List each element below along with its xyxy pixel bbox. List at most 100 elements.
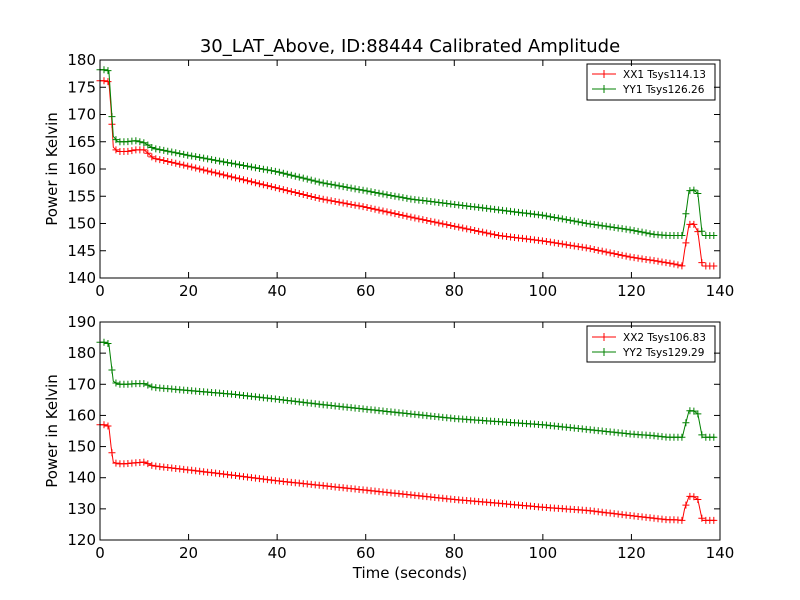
- bottom-marker-xx2: [267, 476, 275, 484]
- top-marker-xx1: [188, 163, 196, 171]
- top-marker-xx1: [622, 252, 630, 260]
- top-marker-xx1: [279, 186, 287, 194]
- bottom-x-tick-label: 140: [706, 544, 735, 562]
- top-marker-yy1: [638, 228, 646, 236]
- top-marker-xx1: [291, 189, 299, 197]
- top-x-tick-label: 120: [617, 282, 646, 300]
- top-marker-xx1: [307, 192, 315, 200]
- top-marker-xx1: [590, 246, 598, 254]
- bottom-marker-xx2: [148, 461, 156, 469]
- top-y-tick-label: 160: [67, 160, 96, 178]
- top-marker-xx1: [275, 185, 283, 193]
- top-marker-xx1: [562, 241, 570, 249]
- top-marker-xx1: [251, 179, 259, 187]
- top-legend-box: [586, 63, 716, 101]
- top-marker-xx1: [204, 167, 212, 175]
- top-marker-yy1: [152, 145, 160, 153]
- top-marker-xx1: [451, 222, 459, 230]
- top-marker-yy1: [259, 165, 267, 173]
- top-x-tick-label: 80: [445, 282, 464, 300]
- top-x-tick-label: 140: [706, 282, 735, 300]
- top-marker-xx1: [487, 230, 495, 238]
- top-marker-yy1: [558, 215, 566, 223]
- top-y-tick-label: 170: [67, 106, 96, 124]
- top-marker-yy1: [355, 186, 363, 194]
- top-marker-xx1: [399, 211, 407, 219]
- top-marker-xx1: [247, 178, 255, 186]
- bottom-marker-xx2: [682, 501, 690, 509]
- top-marker-xx1: [435, 219, 443, 227]
- top-x-tick-label: 0: [95, 282, 105, 300]
- top-marker-xx1: [666, 259, 674, 267]
- top-marker-yy1: [626, 226, 634, 234]
- top-marker-xx1: [323, 196, 331, 204]
- top-marker-xx1: [355, 202, 363, 210]
- top-marker-xx1: [411, 214, 419, 222]
- top-marker-yy1: [399, 194, 407, 202]
- top-marker-yy1: [343, 183, 351, 191]
- top-marker-yy1: [200, 154, 208, 162]
- top-marker-xx1: [471, 226, 479, 234]
- top-marker-xx1: [630, 254, 638, 262]
- top-marker-yy1: [359, 186, 367, 194]
- top-marker-yy1: [630, 227, 638, 235]
- bottom-marker-xx2: [247, 474, 255, 482]
- bottom-marker-yy2: [710, 433, 718, 441]
- top-marker-yy1: [180, 150, 188, 158]
- top-marker-xx1: [538, 237, 546, 245]
- top-marker-yy1: [176, 150, 184, 158]
- top-legend-entry-yy1: YY1 Tsys126.26: [592, 84, 705, 96]
- top-marker-yy1: [279, 169, 287, 177]
- top-y-tick-label: 155: [67, 187, 96, 205]
- top-marker-xx1: [347, 200, 355, 208]
- top-marker-xx1: [319, 195, 327, 203]
- top-marker-xx1: [658, 258, 666, 266]
- top-y-axis-label: Power in Kelvin: [43, 112, 61, 226]
- top-marker-yy1: [606, 223, 614, 231]
- bottom-y-tick-label: 180: [67, 344, 96, 362]
- top-marker-yy1: [391, 192, 399, 200]
- top-marker-yy1: [387, 191, 395, 199]
- top-marker-xx1: [610, 250, 618, 258]
- top-marker-yy1: [327, 180, 335, 188]
- top-marker-xx1: [267, 183, 275, 191]
- top-x-tick-label: 60: [356, 282, 375, 300]
- top-marker-xx1: [148, 153, 156, 161]
- top-marker-yy1: [634, 227, 642, 235]
- top-marker-yy1: [614, 224, 622, 232]
- top-marker-yy1: [646, 230, 654, 238]
- top-marker-yy1: [550, 213, 558, 221]
- top-marker-yy1: [271, 167, 279, 175]
- top-marker-yy1: [403, 194, 411, 202]
- top-marker-xx1: [243, 177, 251, 185]
- top-marker-xx1: [463, 225, 471, 233]
- top-marker-xx1: [614, 251, 622, 259]
- top-marker-xx1: [156, 156, 164, 164]
- top-marker-xx1: [311, 193, 319, 201]
- top-marker-yy1: [582, 219, 590, 227]
- top-y-tick-label: 175: [67, 78, 96, 96]
- top-marker-xx1: [271, 184, 279, 192]
- top-marker-xx1: [682, 239, 690, 247]
- top-marker-yy1: [299, 174, 307, 182]
- top-marker-xx1: [255, 180, 263, 188]
- top-marker-xx1: [566, 241, 574, 249]
- top-marker-yy1: [574, 218, 582, 226]
- top-legend-entry-xx1: XX1 Tsys114.13: [592, 69, 706, 81]
- top-legend-marker-yy1: [600, 85, 608, 93]
- top-y-tick-label: 140: [67, 269, 96, 287]
- top-marker-yy1: [315, 178, 323, 186]
- top-marker-xx1: [674, 261, 682, 269]
- top-marker-yy1: [184, 151, 192, 159]
- top-marker-xx1: [578, 243, 586, 251]
- top-marker-xx1: [403, 212, 411, 220]
- top-marker-xx1: [479, 228, 487, 236]
- top-x-tick-label: 20: [179, 282, 198, 300]
- top-marker-xx1: [331, 198, 339, 206]
- top-marker-yy1: [224, 159, 232, 167]
- top-marker-yy1: [586, 220, 594, 228]
- bottom-marker-yy2: [698, 431, 706, 439]
- top-marker-xx1: [152, 155, 160, 163]
- top-marker-xx1: [379, 207, 387, 215]
